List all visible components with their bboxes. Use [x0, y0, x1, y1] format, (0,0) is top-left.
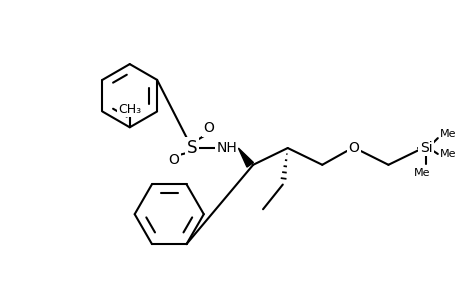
Text: Si: Si	[419, 141, 431, 155]
Text: Me: Me	[413, 168, 429, 178]
Text: Me: Me	[439, 129, 455, 139]
Text: O: O	[168, 153, 179, 167]
Text: Me: Me	[439, 149, 455, 159]
Text: NH: NH	[216, 141, 236, 155]
Text: S: S	[186, 139, 197, 157]
Polygon shape	[238, 148, 253, 167]
Text: O: O	[203, 121, 214, 135]
Text: O: O	[347, 141, 358, 155]
Text: CH₃: CH₃	[118, 103, 141, 116]
